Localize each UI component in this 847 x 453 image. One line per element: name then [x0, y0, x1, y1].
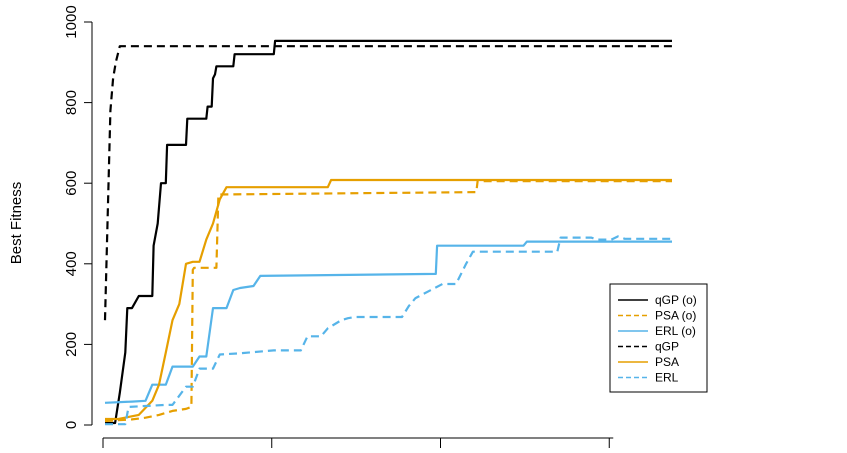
series-line-psa: [105, 178, 672, 421]
legend-box: [609, 283, 708, 393]
legend-label: ERL (o): [655, 324, 696, 338]
axes-group: 0 200 400 600 800 1000: [63, 5, 614, 448]
legend-label: qGP (o): [655, 293, 697, 307]
legend-label: PSA: [655, 355, 679, 369]
y-tick-label: 1000: [63, 5, 80, 38]
legend-label: ERL: [655, 371, 679, 385]
y-tick-label: 0: [63, 421, 80, 429]
series-group: [103, 39, 672, 426]
y-tick-label: 600: [63, 171, 80, 196]
series-line-psa-o: [104, 180, 672, 423]
legend-label: qGP: [655, 340, 679, 354]
y-axis-title: Best Fitness: [8, 182, 25, 265]
legend-label: PSA (o): [655, 309, 696, 323]
series-line-qgp-o: [105, 39, 672, 425]
series-line-erl: [105, 235, 672, 426]
series-line-erl-o: [104, 240, 672, 404]
y-tick-label: 400: [63, 251, 80, 276]
series-line-qgp: [103, 45, 672, 321]
y-tick-label: 800: [63, 90, 80, 115]
y-tick-label: 200: [63, 332, 80, 357]
